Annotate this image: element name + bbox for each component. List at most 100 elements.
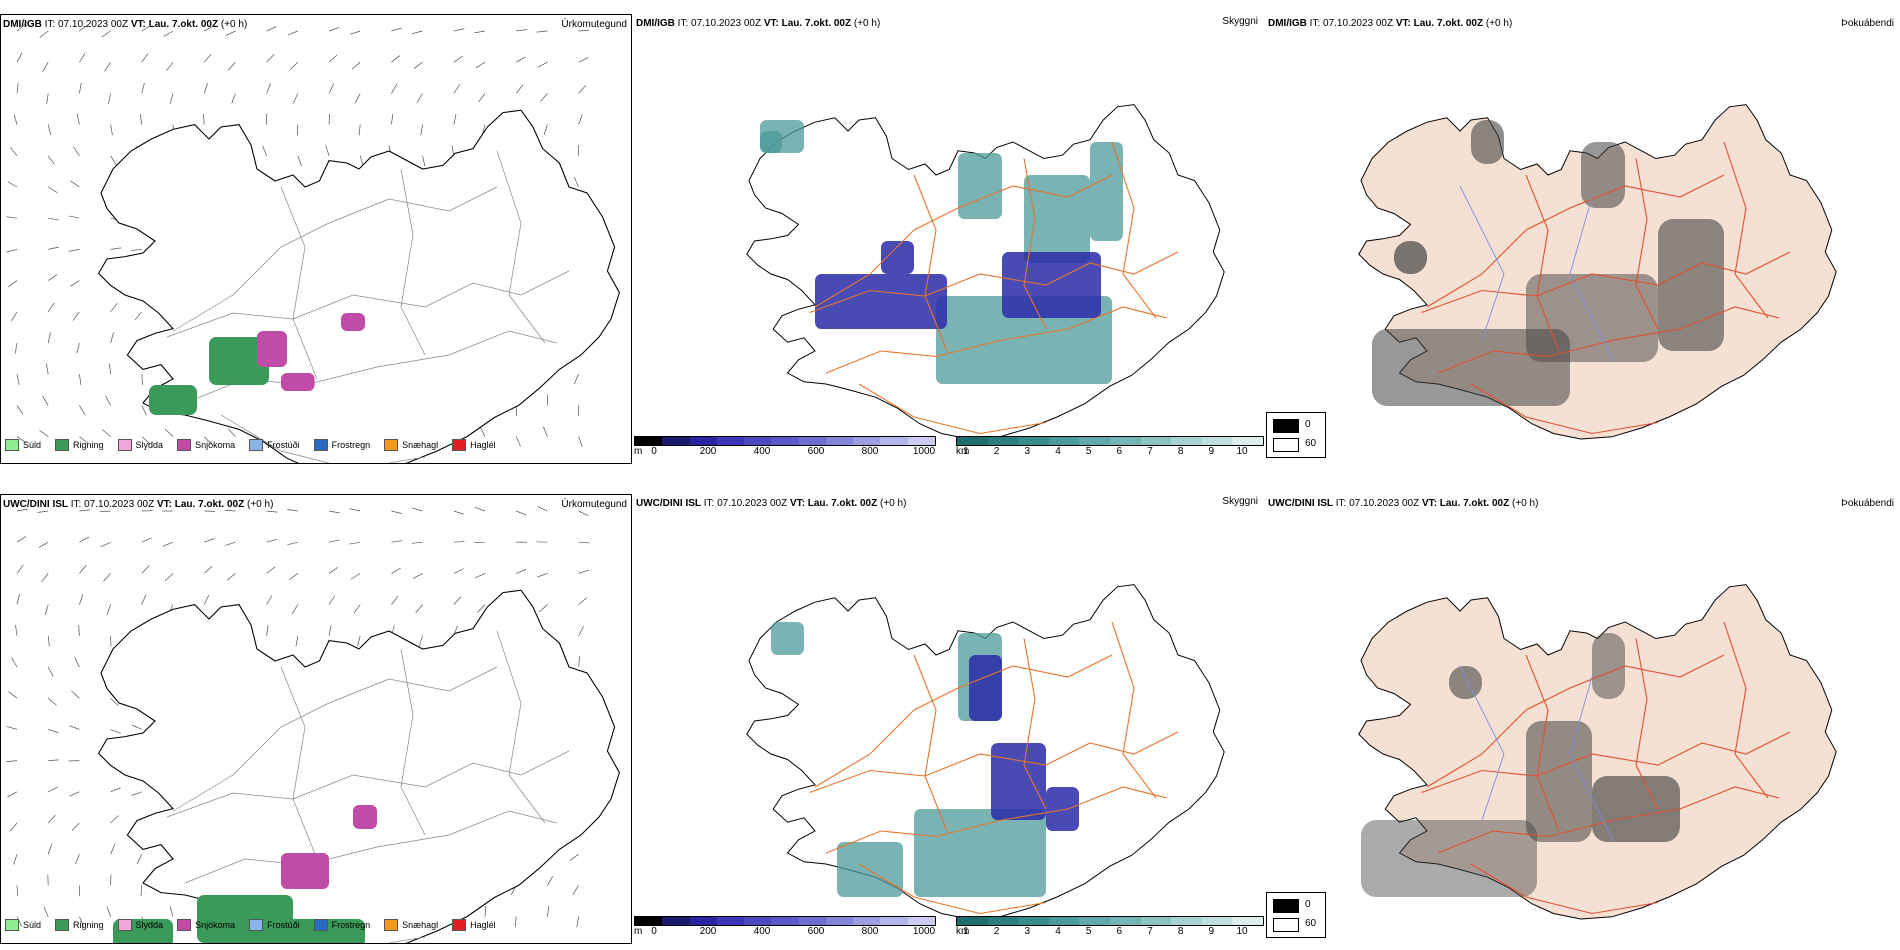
fog-indicator-area xyxy=(1449,666,1482,699)
colorbar-segment xyxy=(1109,917,1141,925)
iceland-coastline xyxy=(97,589,620,943)
wind-barb xyxy=(47,635,50,647)
wind-barb xyxy=(79,509,91,512)
road xyxy=(825,786,1168,854)
wind-barb xyxy=(353,604,361,614)
colorbar-segment xyxy=(771,917,799,925)
road xyxy=(858,863,1047,915)
wind-barb xyxy=(391,595,399,605)
road xyxy=(280,666,318,860)
legend-swatch xyxy=(55,439,70,451)
wind-barb xyxy=(37,510,49,513)
wind-barb xyxy=(110,697,119,706)
road xyxy=(913,654,948,832)
wind-barb xyxy=(164,428,174,437)
wind-barb xyxy=(104,61,111,72)
wind-barb xyxy=(8,691,18,699)
legend-item: Rigning xyxy=(55,919,104,931)
wind-barb xyxy=(328,26,340,32)
wind-barb xyxy=(359,155,364,167)
wind-barb xyxy=(226,573,236,581)
legend-swatch xyxy=(452,439,467,451)
legend-swatch xyxy=(177,439,192,451)
wind-barb xyxy=(70,280,80,287)
road xyxy=(1437,306,1780,374)
colorbar-tick: 800 xyxy=(861,446,879,457)
wind-barb xyxy=(203,436,212,445)
cloudbase-area xyxy=(969,655,1002,721)
wind-barb xyxy=(297,155,302,167)
colorbar-segment xyxy=(1048,437,1080,445)
legend-item: Slydda xyxy=(117,439,163,451)
colorbar-tick: 1000 xyxy=(912,446,936,457)
wind-barb xyxy=(16,436,27,443)
legend-item: Frostúði xyxy=(249,439,300,451)
wind-barb xyxy=(6,726,18,730)
wind-barb xyxy=(48,786,59,793)
legend-item: Snæhagl xyxy=(384,919,438,931)
wind-barb xyxy=(105,395,111,406)
road xyxy=(809,731,1179,794)
wind-barb xyxy=(8,280,18,288)
wind-barb xyxy=(9,822,18,832)
colorbar-tick: 10 xyxy=(1236,446,1248,457)
wind-barb xyxy=(110,247,122,250)
wind-barb xyxy=(328,54,338,63)
wind-barb xyxy=(16,594,20,605)
legend-label: Frostregn xyxy=(331,920,371,930)
wind-barb xyxy=(203,83,208,94)
wind-barb xyxy=(38,541,49,548)
wind-barb xyxy=(453,113,457,125)
wind-barb xyxy=(391,540,403,543)
road xyxy=(166,270,570,338)
wind-barb xyxy=(131,249,142,251)
wind-barb xyxy=(484,905,487,917)
wind-barb xyxy=(69,791,80,797)
wind-barb xyxy=(6,249,18,253)
wind-barb xyxy=(110,155,117,166)
wind-barb xyxy=(422,155,426,167)
wind-barb xyxy=(70,180,80,188)
rain-area xyxy=(197,895,293,943)
legend-item: Haglél xyxy=(452,439,496,451)
fog-high-label: 60 xyxy=(1305,438,1317,449)
road xyxy=(1111,141,1157,319)
wind-barb xyxy=(43,906,49,917)
legend-swatch xyxy=(384,439,399,451)
legend-label: Snjókoma xyxy=(195,440,236,450)
wind-barb xyxy=(204,25,214,32)
river xyxy=(1569,196,1615,363)
wind-barb xyxy=(71,690,80,699)
legend-item: Snjókoma xyxy=(177,439,235,451)
wind-barb xyxy=(47,697,57,706)
colorbar-unit: m xyxy=(634,926,643,937)
legend-label: Frostúði xyxy=(267,440,300,450)
wind-barb xyxy=(39,30,49,38)
wind-barb xyxy=(539,604,548,613)
panel-type-label: Skyggni xyxy=(1222,496,1258,507)
legend-swatch xyxy=(313,919,328,931)
fog-swatch-low xyxy=(1273,419,1299,433)
wind-barb xyxy=(75,854,80,865)
panel-type-label: Skyggni xyxy=(1222,16,1258,27)
wind-barb xyxy=(266,54,275,63)
wind-barb xyxy=(166,61,174,71)
wind-barb xyxy=(516,569,527,574)
wind-barb xyxy=(10,147,18,157)
iceland-visibility-map xyxy=(746,584,1225,920)
fog-indicator-area xyxy=(1592,776,1680,842)
wind-barb xyxy=(141,24,152,32)
colorbar-segment xyxy=(907,917,935,925)
wind-barb xyxy=(73,146,80,157)
wind-barb xyxy=(328,625,332,636)
wind-barb xyxy=(79,405,86,415)
legend-swatch xyxy=(117,439,132,451)
wind-barb xyxy=(140,885,143,897)
colorbar-segment xyxy=(853,917,881,925)
wind-barb xyxy=(547,905,550,917)
legend-item: Súld xyxy=(5,919,41,931)
colorbar-segment xyxy=(907,437,935,445)
legend-label: Snjókoma xyxy=(195,920,236,930)
wind-barb xyxy=(141,82,145,94)
fog-indicator-area xyxy=(1394,241,1427,274)
